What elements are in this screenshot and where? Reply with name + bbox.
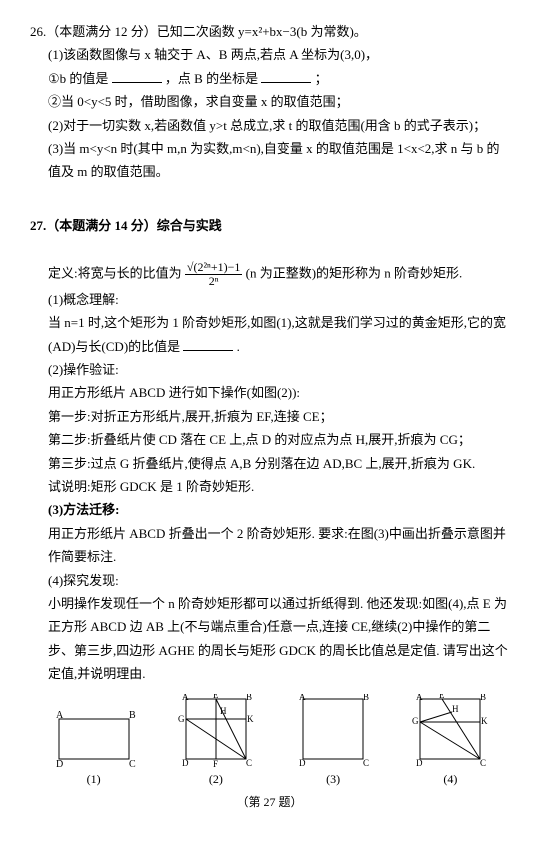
lbl-D: D [56, 759, 63, 769]
q27-s1-title: (1)概念理解: [48, 288, 509, 311]
svg-text:C: C [363, 758, 369, 768]
question-26: 26.（本题满分 12 分）已知二次函数 y=x²+bx−3(b 为常数)。 (… [30, 20, 509, 184]
svg-text:A: A [182, 694, 189, 702]
fig3-label: (3) [293, 769, 373, 791]
fig2-svg: A E B G H K D F C [176, 694, 256, 769]
figure-2: A E B G H K D F C (2) [176, 694, 256, 791]
figure-1: A B C D (1) [49, 709, 139, 791]
q27-s2-l5: 试说明:矩形 GDCK 是 1 阶奇妙矩形. [48, 475, 509, 498]
svg-text:K: K [247, 714, 254, 724]
q26-header: 26.（本题满分 12 分）已知二次函数 y=x²+bx−3(b 为常数)。 [30, 20, 509, 43]
question-27: 27.（本题满分 14 分）综合与实践 定义:将宽与长的比值为 √(2²ⁿ+1)… [30, 214, 509, 814]
frac-num: √(2²ⁿ+1)−1 [185, 261, 243, 275]
svg-text:B: B [363, 694, 369, 702]
lbl-A: A [56, 710, 64, 721]
svg-text:D: D [416, 758, 423, 768]
blank-ratio [183, 337, 233, 351]
q27-s4-title: (4)探究发现: [48, 569, 509, 592]
q27-s4-body: 小明操作发现任一个 n 阶奇妙矩形都可以通过折纸得到. 他还发现:如图(4),点… [48, 592, 509, 686]
figure-4: A E B G H K D C (4) [410, 694, 490, 791]
svg-text:H: H [220, 706, 227, 716]
q26-p3: (3)当 m<y<n 时(其中 m,n 为实数,m<n),自变量 x 的取值范围… [48, 137, 509, 184]
q26-p1a-prefix: ①b 的值是 [48, 71, 108, 86]
svg-text:D: D [182, 758, 189, 768]
figure-caption: （第 27 题） [30, 792, 509, 814]
svg-text:E: E [439, 694, 445, 700]
svg-text:G: G [178, 714, 185, 724]
fig2-label: (2) [176, 769, 256, 791]
svg-text:K: K [481, 716, 488, 726]
q27-s2-title: (2)操作验证: [48, 358, 509, 381]
lbl-B: B [129, 710, 136, 721]
q26-p1a-suffix: ； [315, 71, 328, 86]
fraction-icon: √(2²ⁿ+1)−1 2ⁿ [185, 261, 243, 288]
svg-text:F: F [213, 759, 218, 769]
q26-p2: (2)对于一切实数 x,若函数值 y>t 总成立,求 t 的取值范围(用含 b … [48, 114, 509, 137]
q27-s3-title: (3)方法迁移: [48, 498, 509, 521]
blank-b-value [112, 69, 162, 83]
q27-def: 定义:将宽与长的比值为 √(2²ⁿ+1)−1 2ⁿ (n 为正整数)的矩形称为 … [30, 261, 509, 288]
fig3-svg: A B C D [293, 694, 373, 769]
q27-s2: (2)操作验证: 用正方形纸片 ABCD 进行如下操作(如图(2)): 第一步:… [30, 358, 509, 498]
svg-text:B: B [480, 694, 486, 702]
svg-text:D: D [299, 758, 306, 768]
figure-row: A B C D (1) A E B G H K D F [30, 694, 509, 791]
svg-text:B: B [246, 694, 252, 702]
q27-s1: (1)概念理解: 当 n=1 时,这个矩形为 1 阶奇妙矩形,如图(1),这就是… [30, 288, 509, 358]
q27-def-suffix: (n 为正整数)的矩形称为 n 阶奇妙矩形. [246, 265, 463, 280]
q27-s4: (4)探究发现: 小明操作发现任一个 n 阶奇妙矩形都可以通过折纸得到. 他还发… [30, 569, 509, 686]
frac-den: 2ⁿ [185, 275, 243, 288]
q26-body: (1)该函数图像与 x 轴交于 A、B 两点,若点 A 坐标为(3,0)， ①b… [30, 43, 509, 183]
q27-s2-l3: 第二步:折叠纸片使 CD 落在 CE 上,点 D 的对应点为点 H,展开,折痕为… [48, 428, 509, 451]
q26-p1a: ①b 的值是 ，点 B 的坐标是 ； [48, 67, 509, 90]
q27-header: 27.（本题满分 14 分）综合与实践 [30, 214, 509, 237]
q27-s2-l2: 第一步:对折正方形纸片,展开,折痕为 EF,连接 CE； [48, 405, 509, 428]
svg-text:A: A [299, 694, 306, 702]
lbl-C: C [129, 759, 136, 769]
svg-text:H: H [452, 704, 459, 714]
fig4-label: (4) [410, 769, 490, 791]
figure-3: A B C D (3) [293, 694, 373, 791]
q26-p1b: ②当 0<y<5 时，借助图像，求自变量 x 的取值范围； [48, 90, 509, 113]
q27-s3: (3)方法迁移: 用正方形纸片 ABCD 折叠出一个 2 阶奇妙矩形. 要求:在… [30, 498, 509, 568]
q26-p1a-mid: ，点 B 的坐标是 [165, 71, 258, 86]
q27-def-prefix: 定义:将宽与长的比值为 [48, 265, 182, 280]
q27-s3-body: 用正方形纸片 ABCD 折叠出一个 2 阶奇妙矩形. 要求:在图(3)中画出折叠… [48, 522, 509, 569]
svg-text:A: A [416, 694, 423, 702]
fig4-svg: A E B G H K D C [410, 694, 490, 769]
q27-s1-suffix: . [237, 339, 240, 354]
q27-s1-prefix: 当 n=1 时,这个矩形为 1 阶奇妙矩形,如图(1),这就是我们学习过的黄金矩… [48, 315, 506, 353]
svg-text:C: C [480, 758, 486, 768]
fig1-label: (1) [49, 769, 139, 791]
svg-text:G: G [412, 716, 419, 726]
q27-s1-body: 当 n=1 时,这个矩形为 1 阶奇妙矩形,如图(1),这就是我们学习过的黄金矩… [48, 311, 509, 358]
fig1-svg: A B C D [49, 709, 139, 769]
svg-text:E: E [213, 694, 219, 700]
q27-s2-l4: 第三步:过点 G 折叠纸片,使得点 A,B 分别落在边 AD,BC 上,展开,折… [48, 452, 509, 475]
q26-p1: (1)该函数图像与 x 轴交于 A、B 两点,若点 A 坐标为(3,0)， [48, 43, 509, 66]
svg-text:C: C [246, 758, 252, 768]
blank-b-coord [261, 69, 311, 83]
q27-s2-l1: 用正方形纸片 ABCD 进行如下操作(如图(2)): [48, 381, 509, 404]
